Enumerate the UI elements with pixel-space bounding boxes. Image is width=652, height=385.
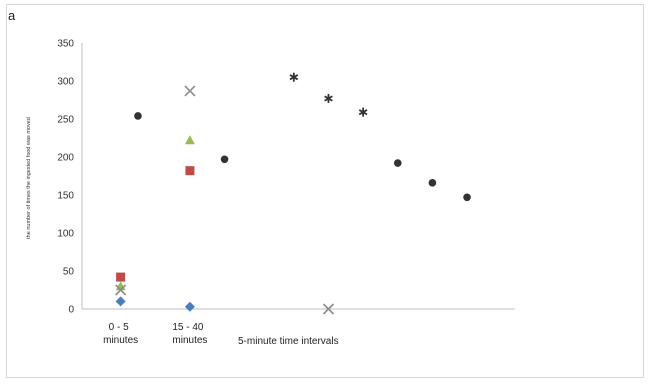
y-tick-label: 300: [57, 77, 74, 88]
panel-label: a: [8, 8, 16, 23]
chart-frame: [6, 4, 644, 378]
circle-point: [463, 193, 471, 202]
triangle-point: [184, 135, 195, 145]
x-point: [184, 85, 196, 97]
circle-point: [428, 179, 437, 187]
y-tick-label: 50: [63, 267, 75, 278]
circle-point: [393, 159, 402, 167]
data-points: [115, 72, 471, 315]
circle-point: [220, 155, 229, 164]
y-tick-label: 350: [57, 39, 74, 50]
x-axis-title: 5-minute time intervals: [238, 336, 339, 347]
x-category-label: minutes: [103, 335, 138, 346]
square-point: [116, 272, 126, 282]
y-tick-label: 250: [57, 115, 74, 126]
circle-point: [134, 112, 142, 120]
star-point: [358, 107, 368, 117]
y-tick-label: 100: [57, 229, 74, 240]
diamond-point: [115, 296, 126, 307]
y-axis-title: the number of times the ingested food wa…: [26, 117, 32, 239]
square-point: [185, 166, 195, 176]
diamond-point: [184, 301, 195, 312]
y-tick-label: 150: [57, 191, 74, 202]
y-tick-label: 200: [57, 153, 74, 164]
x-category-label: 15 - 40: [172, 322, 204, 333]
y-tick-labels: 0 50 100 150 200 250 300 350: [57, 39, 74, 316]
star-point: [324, 93, 333, 103]
x-point: [115, 284, 127, 296]
x-category-label: 0 - 5: [109, 322, 129, 333]
x-category-labels: 0 - 5 minutes 15 - 40 minutes: [103, 322, 207, 346]
x-category-label: minutes: [172, 335, 207, 346]
y-tick-label: 0: [68, 305, 74, 316]
x-point: [322, 303, 335, 315]
star-point: [289, 72, 299, 82]
